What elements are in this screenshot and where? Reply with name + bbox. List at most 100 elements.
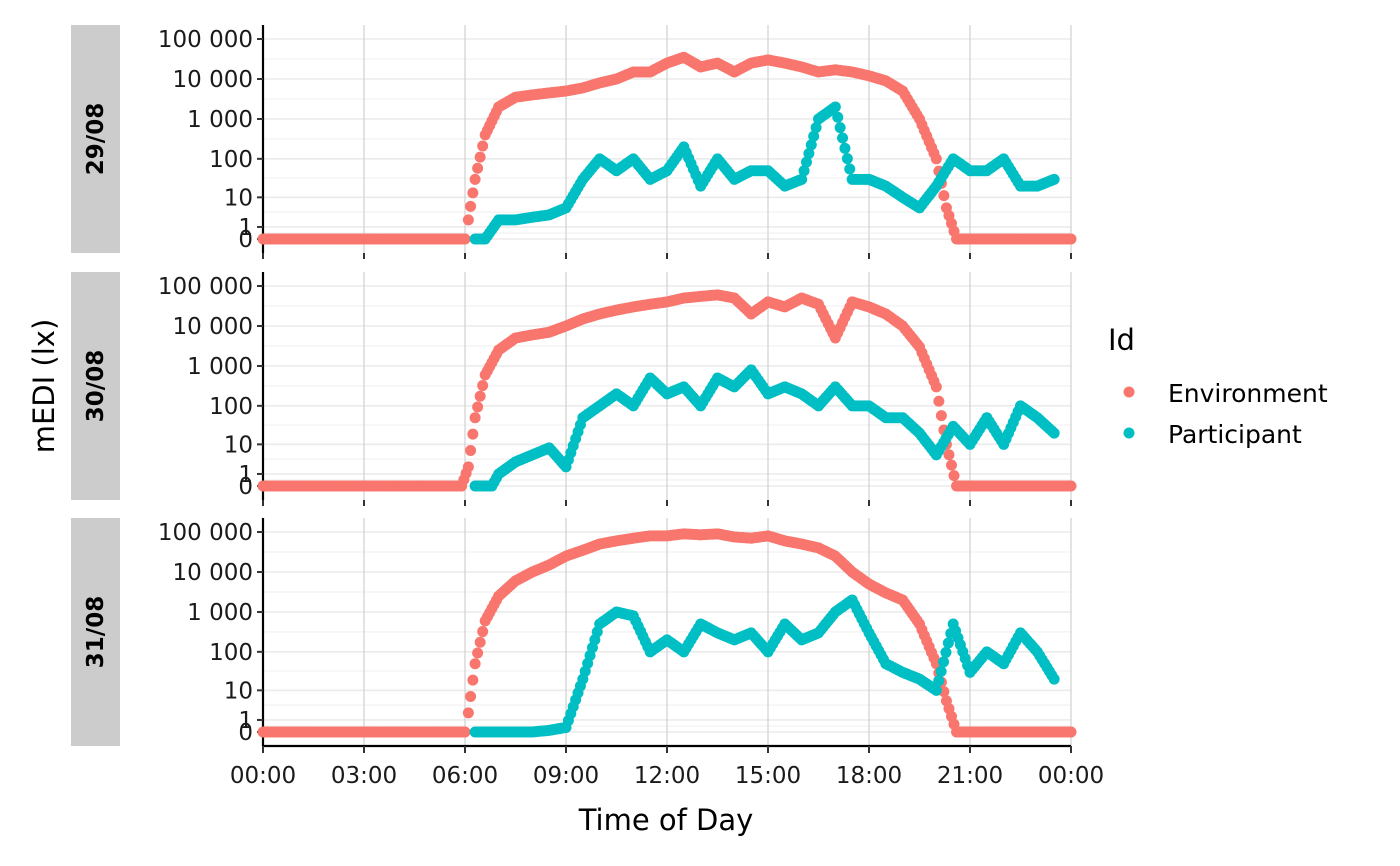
- series-participant: [469, 594, 1060, 738]
- data-point: [935, 665, 947, 677]
- x-tick-label: 03:00: [331, 763, 397, 789]
- series-environment: [257, 51, 1077, 245]
- legend: Id Environment Participant: [1108, 323, 1328, 449]
- y-tick-label: 1 000: [187, 354, 253, 380]
- series-environment: [257, 289, 1077, 492]
- data-point: [930, 153, 942, 165]
- facet-strip: [71, 272, 120, 500]
- y-tick-label: 10 000: [173, 314, 253, 340]
- y-tick-label: 100: [209, 394, 253, 420]
- data-point: [844, 163, 856, 175]
- data-point: [462, 707, 474, 719]
- data-point: [796, 173, 808, 185]
- data-point: [940, 646, 952, 658]
- legend-title: Id: [1108, 323, 1135, 357]
- data-point: [935, 410, 947, 422]
- y-tick-label: 100 000: [158, 274, 253, 300]
- facet-strip-label: 30/08: [83, 350, 109, 422]
- legend-key-participant: [1123, 427, 1135, 439]
- y-tick-label: 1 000: [187, 107, 253, 133]
- y-tick-label: 1: [238, 215, 253, 241]
- series-participant: [469, 101, 1060, 245]
- data-point: [465, 445, 477, 457]
- y-tick-label: 10: [224, 678, 253, 704]
- y-tick-label: 100 000: [158, 520, 253, 546]
- data-point: [1048, 673, 1060, 685]
- series-participant: [469, 364, 1060, 492]
- facet-strip-label: 31/08: [83, 596, 109, 668]
- data-point: [839, 142, 851, 154]
- y-tick-label: 100 000: [158, 27, 253, 53]
- facet-panel: 30/08 01 10 100 1 000 10 000 100 000: [71, 272, 1077, 506]
- data-point: [472, 162, 484, 174]
- data-point: [942, 637, 954, 649]
- data-point: [467, 674, 479, 686]
- data-point: [938, 190, 950, 202]
- data-point: [1065, 480, 1077, 492]
- data-point: [474, 636, 486, 648]
- x-axis-title: Time of Day: [578, 803, 754, 837]
- y-tick-label: 100: [209, 147, 253, 173]
- data-point: [832, 111, 844, 123]
- data-point: [948, 470, 960, 482]
- data-point: [938, 656, 950, 668]
- data-point: [805, 139, 817, 151]
- legend-label: Participant: [1168, 420, 1302, 449]
- data-point: [459, 233, 471, 245]
- data-point: [462, 461, 474, 473]
- data-point: [933, 675, 945, 687]
- y-tick-label: 1: [238, 708, 253, 734]
- data-point: [930, 381, 942, 393]
- y-tick-label: 1 000: [187, 600, 253, 626]
- y-tick-label: 0: [238, 227, 253, 253]
- x-tick-label: 00:00: [1038, 763, 1104, 789]
- data-point: [1065, 726, 1077, 738]
- data-point: [841, 153, 853, 165]
- data-point: [800, 156, 812, 168]
- facet-panel: 29/08 01 10 100 1 000 10 000 100 000: [71, 25, 1077, 259]
- legend-label: Environment: [1168, 379, 1328, 408]
- data-point: [465, 200, 477, 212]
- data-point: [465, 691, 477, 703]
- y-tick-label: 1: [238, 462, 253, 488]
- data-point: [834, 122, 846, 134]
- data-point: [462, 214, 474, 226]
- data-point: [474, 151, 486, 163]
- data-point: [945, 459, 957, 471]
- data-point: [810, 122, 822, 134]
- data-point: [933, 395, 945, 407]
- data-point: [1065, 233, 1077, 245]
- data-point: [477, 380, 489, 392]
- data-point: [472, 647, 484, 659]
- data-point: [837, 132, 849, 144]
- data-point: [829, 101, 841, 113]
- data-point: [459, 726, 471, 738]
- data-point: [469, 412, 481, 424]
- x-tick-label: 00:00: [230, 763, 296, 789]
- data-point: [467, 187, 479, 199]
- y-tick-label: 10: [224, 432, 253, 458]
- data-point: [1048, 173, 1060, 185]
- data-point: [472, 401, 484, 413]
- data-point: [477, 140, 489, 152]
- facet-strip-label: 29/08: [83, 103, 109, 175]
- data-point: [943, 449, 955, 461]
- data-point: [467, 428, 479, 440]
- facet-strip: [71, 25, 120, 253]
- y-tick-label: 10 000: [173, 560, 253, 586]
- y-axis-title: mEDI (lx): [27, 319, 61, 454]
- legend-key-environment: [1123, 386, 1135, 398]
- data-point: [798, 165, 810, 177]
- data-point: [808, 130, 820, 142]
- data-point: [803, 147, 815, 159]
- data-point: [469, 173, 481, 185]
- data-point: [474, 390, 486, 402]
- x-tick-label: 15:00: [735, 763, 801, 789]
- data-point: [930, 684, 942, 696]
- data-point: [1048, 427, 1060, 439]
- x-tick-label: 09:00: [533, 763, 599, 789]
- x-tick-label: 18:00: [836, 763, 902, 789]
- y-tick-label: 100: [209, 640, 253, 666]
- facet-strip: [71, 518, 120, 746]
